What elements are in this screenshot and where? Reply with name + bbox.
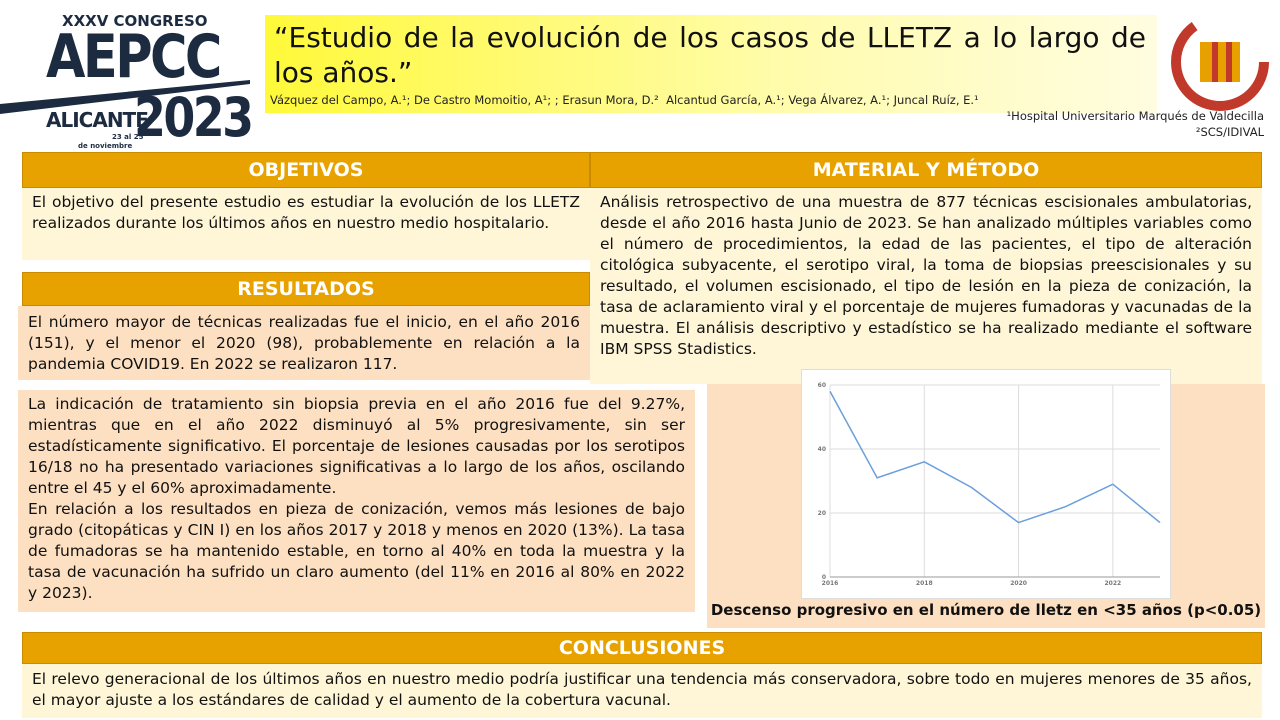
x-tick-label: 2018	[916, 580, 933, 587]
logo-swoosh	[0, 80, 250, 114]
y-tick-label: 40	[818, 446, 826, 453]
logo-dates: de noviembre	[78, 142, 133, 150]
section-text: Análisis retrospectivo de una muestra de…	[590, 188, 1262, 384]
x-tick-label: 2022	[1105, 580, 1122, 587]
section-text: El objetivo del presente estudio es estu…	[22, 188, 590, 260]
section-heading: MATERIAL Y MÉTODO	[590, 152, 1262, 188]
section-heading: OBJETIVOS	[22, 152, 590, 188]
logo-city: ALICANTE	[46, 108, 149, 132]
section-text: El número mayor de técnicas realizadas f…	[18, 306, 590, 380]
society-logo	[1171, 13, 1269, 111]
section-heading: RESULTADOS	[22, 272, 590, 306]
y-tick-label: 0	[822, 574, 826, 581]
x-tick-label: 2016	[822, 580, 839, 587]
chart-caption: Descenso progresivo en el número de llet…	[710, 601, 1262, 619]
affiliation: ²SCS/IDIVAL	[1195, 125, 1264, 139]
x-tick-label: 2020	[1010, 580, 1027, 587]
affiliation: ¹Hospital Universitario Marqués de Valde…	[1006, 109, 1264, 123]
logo-congress: XXXV CONGRESO	[62, 12, 208, 30]
y-tick-label: 20	[818, 510, 826, 517]
title-box	[265, 15, 1157, 113]
logo-name: AEPCC	[46, 22, 222, 92]
chart: 0 20 40 60 2016 2018 2020 2022	[801, 369, 1171, 599]
section-text: El relevo generacional de los últimos añ…	[22, 664, 1262, 718]
data-line	[829, 391, 1161, 524]
results-box: La indicación de tratamiento sin biopsia…	[18, 390, 695, 612]
paragraph: La indicación de tratamiento sin biopsia…	[28, 395, 685, 497]
logo-year: 2023	[134, 86, 254, 149]
paragraph: En relación a los resultados en pieza de…	[28, 500, 685, 602]
section-heading: CONCLUSIONES	[22, 632, 1262, 664]
logo-dates: 23 al 25	[112, 133, 144, 141]
y-tick-label: 60	[818, 382, 826, 389]
authors: Vázquez del Campo, A.¹; De Castro Momoit…	[270, 93, 979, 107]
title: “Estudio de la evolución de los casos de…	[274, 21, 1146, 89]
